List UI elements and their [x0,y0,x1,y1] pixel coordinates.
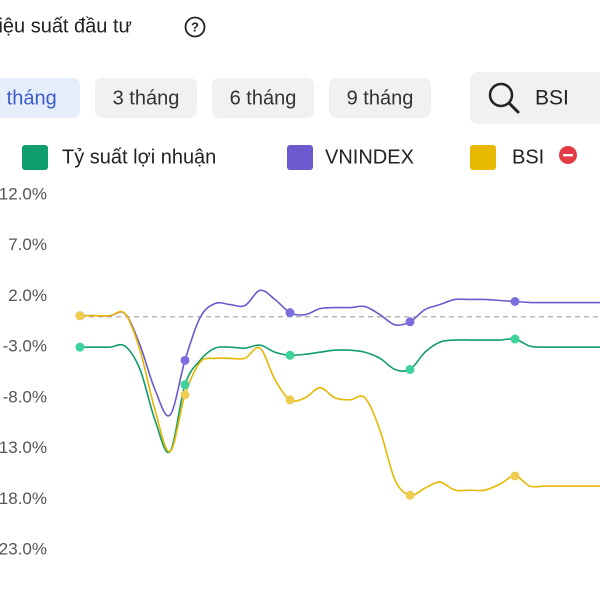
y-tick-label: -8.0% [3,387,47,406]
period-label: 9 tháng [347,87,414,109]
point-marker [510,297,520,306]
legend-label: VNINDEX [325,146,414,168]
point-marker [285,308,295,318]
y-tick-label: -3.0% [3,337,47,356]
svg-text:?: ? [191,19,199,34]
search-text: BSI [535,87,569,110]
period-button[interactable] [0,78,80,118]
point-marker [510,471,520,481]
point-marker [180,380,190,390]
period-label: 3 tháng [113,87,180,109]
period-button[interactable] [329,78,431,118]
point-marker [180,390,190,400]
point-marker [405,317,415,327]
title: Hiệu suất đầu tư [0,15,132,37]
point-marker [405,364,415,374]
series-line [79,289,600,417]
y-tick-label: 2.0% [8,286,47,305]
legend-swatch [22,145,48,170]
legend-swatch [287,145,313,170]
remove-icon[interactable] [559,146,577,164]
period-label: 6 tháng [230,87,297,109]
y-tick-label: -18.0% [0,489,47,508]
period-label: 1 tháng [0,87,57,109]
legend-swatch [470,145,496,170]
y-tick-label: -23.0% [0,539,47,558]
legend-label: BSI [512,146,544,168]
search-icon [507,101,520,114]
point-marker [180,355,190,365]
period-button[interactable] [212,78,314,118]
search-icon [488,82,514,108]
point-marker [75,342,85,352]
point-marker [75,311,85,321]
point-marker [405,490,415,500]
y-tick-label: 7.0% [8,235,47,254]
point-marker [285,395,295,405]
help-icon[interactable]: ? [184,16,206,38]
legend-label: Tỷ suất lợi nhuận [62,146,216,168]
point-marker [510,334,520,344]
point-marker [285,350,295,360]
series-line [79,310,600,497]
y-tick-label: -13.0% [0,438,47,457]
y-tick-label: 12.0% [0,184,47,203]
period-button[interactable] [95,78,197,118]
